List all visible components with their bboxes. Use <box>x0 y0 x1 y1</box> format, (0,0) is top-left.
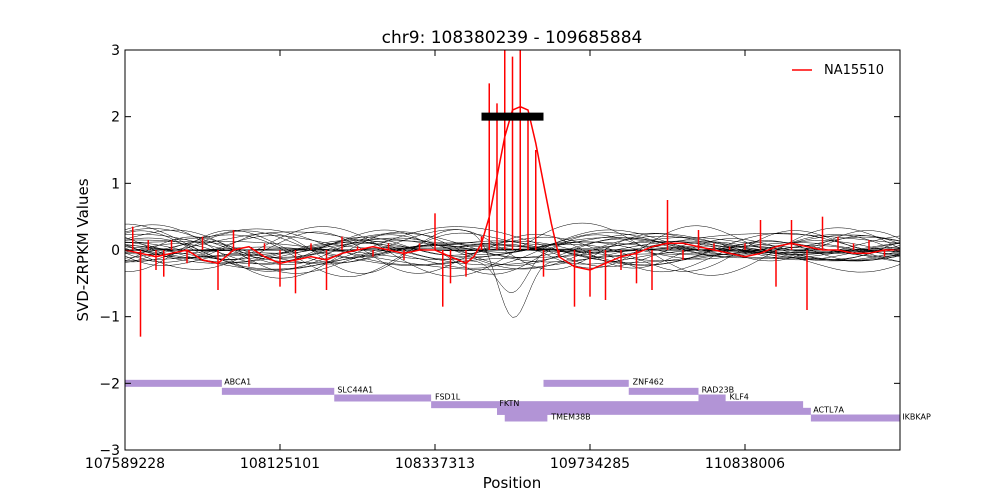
gene-label: IKBKAP <box>902 412 931 421</box>
x-tick-label: 107589228 <box>85 456 165 472</box>
background-sample-line <box>125 232 900 293</box>
y-tick-label: −1 <box>99 310 120 326</box>
x-tick-label: 110838006 <box>705 456 785 472</box>
y-axis-title: SVD-ZRPKM Values <box>74 178 92 321</box>
gene-label: TMEM38B <box>550 412 590 421</box>
legend-label-na15510: NA15510 <box>824 63 884 78</box>
background-sample-line <box>125 232 900 263</box>
legend: NA15510 <box>792 63 884 78</box>
gene-bar <box>125 379 222 387</box>
gene-label: FSD1L <box>435 392 461 401</box>
gene-bar <box>497 401 804 409</box>
gene-bar <box>431 401 497 409</box>
series-line-na15510 <box>125 105 900 271</box>
gene-bar <box>497 407 811 415</box>
y-tick-label: 2 <box>111 110 120 126</box>
y-tick-label: −3 <box>99 443 120 459</box>
background-sample-line <box>125 233 900 271</box>
y-tick-label: −2 <box>99 376 120 392</box>
x-tick-label: 109734285 <box>550 456 630 472</box>
x-tick-label: 108337313 <box>395 456 475 472</box>
gene-label: FKTN <box>499 399 519 408</box>
gene-label: ACTL7A <box>813 406 844 415</box>
gene-bar <box>698 394 726 402</box>
background-sample-line <box>125 229 900 274</box>
y-tick-label: 1 <box>111 176 120 192</box>
gene-bar <box>221 387 335 395</box>
background-sample-line <box>125 223 900 318</box>
y-tick-label: 3 <box>111 43 120 59</box>
background-sample-line <box>125 234 900 265</box>
chart-title: chr9: 108380239 - 109685884 <box>382 28 643 48</box>
gene-label: SLC44A1 <box>337 386 373 395</box>
gene-bar <box>810 414 900 422</box>
gene-label: RAD23B <box>702 386 735 395</box>
gene-label: KLF4 <box>730 392 749 401</box>
gene-label: ZNF462 <box>633 378 664 387</box>
gene-label: ABCA1 <box>224 378 251 387</box>
x-tick-label: 108125101 <box>240 456 320 472</box>
gene-bar <box>334 394 432 402</box>
y-tick-label: 0 <box>111 243 120 259</box>
x-axis-title: Position <box>483 474 541 492</box>
gene-bar <box>628 387 699 395</box>
gene-bar <box>504 414 548 422</box>
gene-bar <box>543 379 629 387</box>
